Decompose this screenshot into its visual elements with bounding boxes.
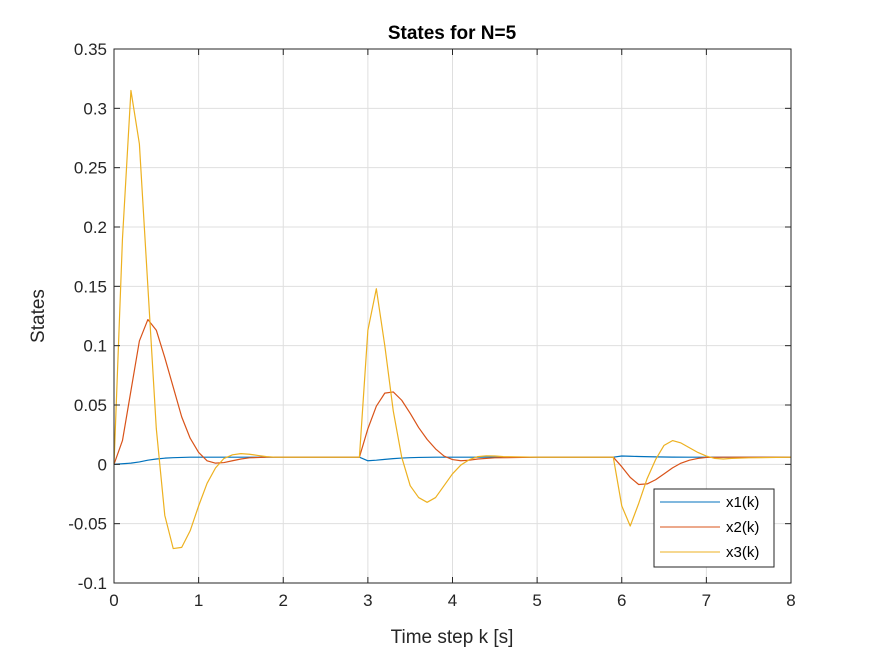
x-tick-label: 5 [532, 591, 541, 610]
x-tick-label: 7 [702, 591, 711, 610]
y-axis-label: States [28, 289, 49, 343]
y-tick-label: 0.15 [74, 277, 107, 296]
y-tick-label: 0.3 [83, 99, 107, 118]
x-tick-label: 6 [617, 591, 626, 610]
series-line-x3k [113, 89, 792, 550]
legend-label-x2: x2(k) [726, 519, 759, 536]
x-tick-label: 3 [363, 591, 372, 610]
series-lines [113, 89, 792, 550]
x-tick-label: 1 [194, 591, 203, 610]
y-tick-label: 0.1 [83, 337, 107, 356]
legend-label-x3: x3(k) [726, 544, 759, 561]
legend-label-x1: x1(k) [726, 494, 759, 511]
legend: x1(k) x2(k) x3(k) [653, 488, 775, 568]
tick-labels: 0 1 2 3 4 5 6 7 8 -0.1 -0.05 0 0.05 0.1 0.15 0.2 0.25 0.3… [68, 40, 795, 610]
x-axis-label: Time step k [s] [391, 627, 514, 648]
x-tick-label: 2 [279, 591, 288, 610]
y-tick-label: 0 [98, 455, 107, 474]
y-tick-label: -0.1 [78, 574, 107, 593]
x-tick-label: 0 [109, 591, 118, 610]
x-tick-label: 4 [448, 591, 457, 610]
ticks [113, 48, 792, 584]
y-tick-label: 0.35 [74, 40, 107, 59]
y-tick-label: 0.25 [74, 159, 107, 178]
y-tick-label: 0.2 [83, 218, 107, 237]
x-tick-label: 8 [786, 591, 795, 610]
y-tick-label: 0.05 [74, 396, 107, 415]
y-tick-label: -0.05 [68, 515, 107, 534]
chart-title: States for N=5 [388, 23, 517, 44]
series-line-x2k [113, 318, 791, 486]
series-line-x1k [113, 455, 791, 465]
